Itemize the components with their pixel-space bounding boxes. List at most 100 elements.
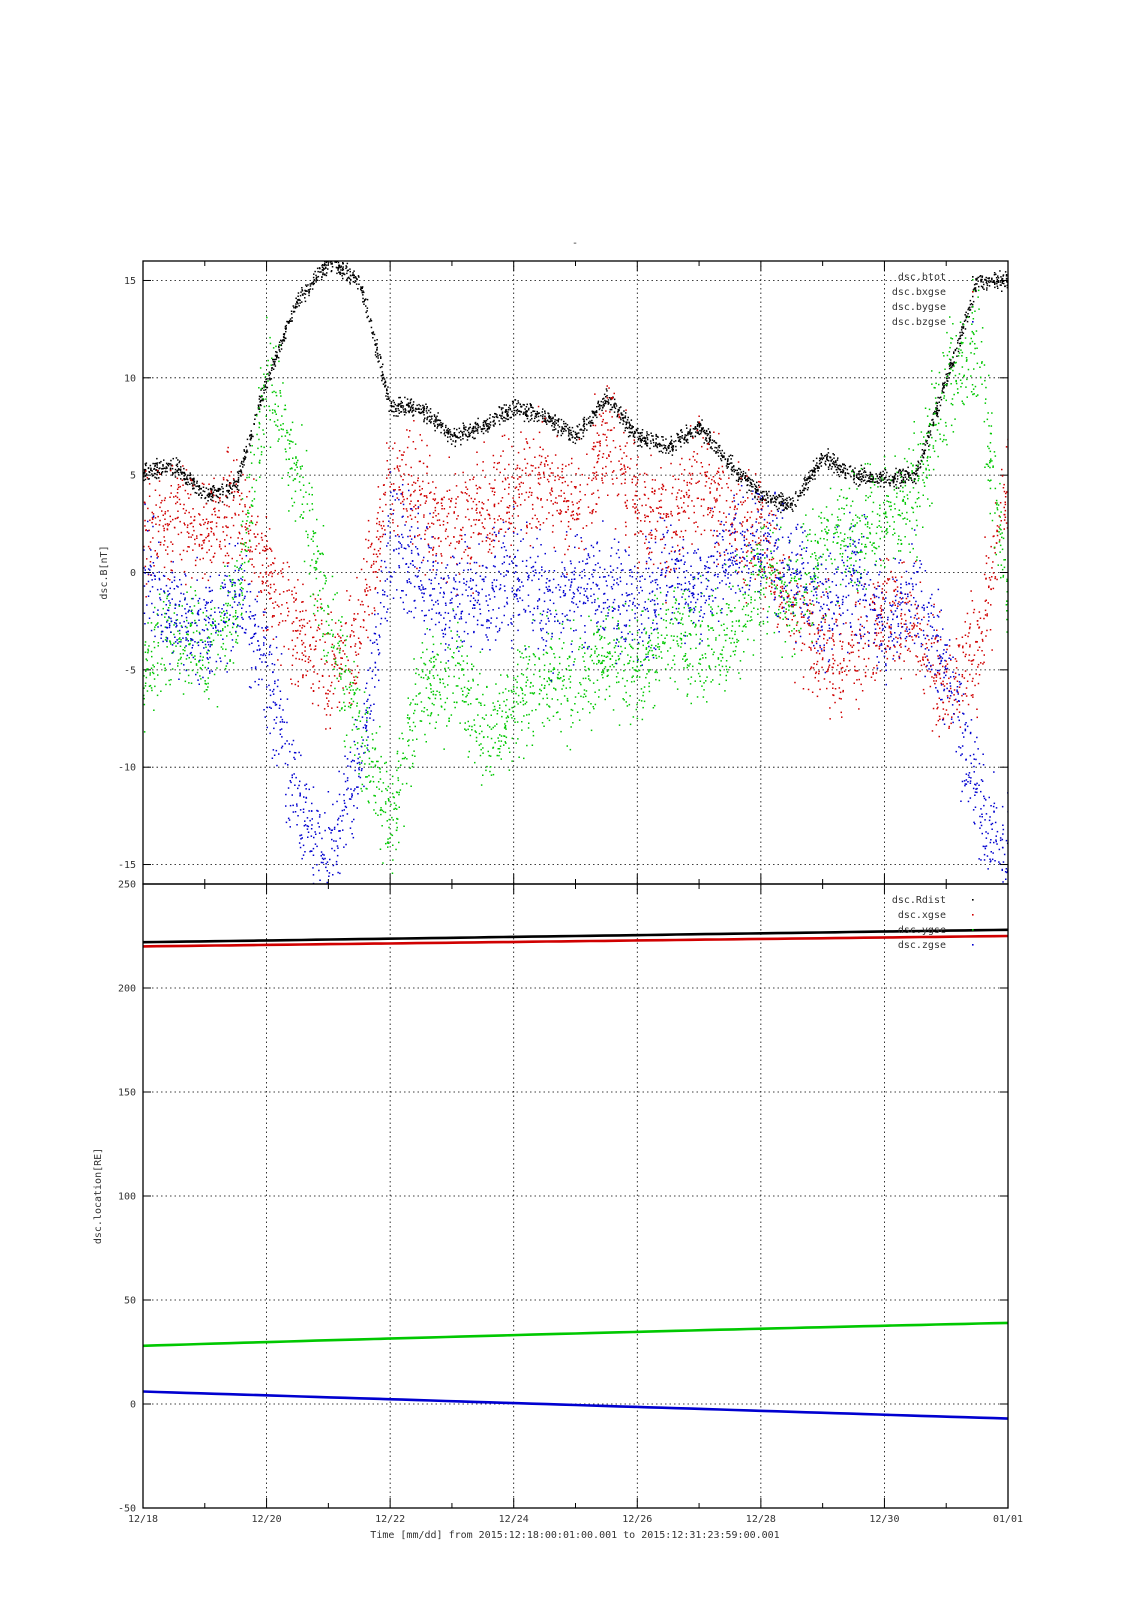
data-point	[677, 440, 680, 442]
data-point	[951, 366, 953, 368]
data-point	[333, 655, 336, 657]
data-point	[410, 398, 413, 400]
data-point	[707, 428, 710, 430]
data-point	[169, 467, 172, 470]
data-point	[485, 423, 487, 425]
data-point	[671, 536, 673, 539]
data-point	[807, 609, 809, 611]
data-point	[143, 475, 145, 478]
data-point	[619, 448, 622, 451]
data-point	[337, 267, 340, 270]
data-point	[422, 462, 425, 465]
data-point	[368, 614, 370, 616]
data-point	[716, 498, 718, 500]
data-point	[442, 422, 444, 425]
data-point	[339, 667, 341, 669]
data-point	[160, 460, 162, 463]
data-point	[143, 479, 145, 482]
data-point	[422, 404, 424, 407]
data-point	[144, 471, 146, 474]
data-point	[530, 411, 533, 414]
data-point	[360, 289, 363, 292]
data-point	[240, 470, 242, 473]
data-point	[945, 373, 947, 376]
data-point	[893, 476, 896, 479]
data-point	[369, 320, 372, 322]
data-point	[637, 567, 639, 569]
data-point	[734, 528, 736, 530]
data-point	[182, 508, 185, 510]
data-point	[528, 420, 530, 423]
data-point	[241, 463, 244, 466]
data-point	[982, 287, 984, 289]
data-point	[284, 327, 287, 330]
data-point	[748, 542, 750, 544]
data-point	[722, 470, 724, 473]
data-point	[436, 427, 438, 429]
data-point	[478, 486, 481, 488]
data-point	[558, 478, 560, 481]
data-point	[865, 482, 867, 484]
data-point	[876, 482, 879, 484]
data-point	[520, 405, 522, 408]
data-point	[684, 438, 686, 441]
data-point	[488, 483, 491, 485]
data-point	[189, 483, 191, 485]
data-point	[282, 575, 284, 578]
data-point	[591, 522, 593, 524]
data-point	[752, 556, 755, 558]
data-point	[917, 467, 919, 470]
data-point	[291, 590, 293, 592]
data-point	[419, 405, 422, 407]
data-point	[737, 571, 740, 573]
data-point	[845, 477, 847, 480]
data-point	[961, 327, 963, 329]
data-point	[177, 484, 180, 486]
data-point	[542, 414, 544, 416]
data-point	[435, 418, 437, 420]
data-point	[579, 499, 582, 501]
data-point	[447, 427, 449, 430]
data-point	[243, 459, 245, 461]
data-point	[616, 414, 619, 417]
data-point	[770, 590, 772, 593]
data-point	[662, 447, 665, 450]
data-point	[640, 530, 643, 533]
data-point	[469, 432, 472, 435]
data-point	[687, 432, 689, 435]
data-point	[147, 467, 150, 470]
data-point	[248, 443, 251, 445]
data-point	[262, 629, 265, 632]
data-point	[567, 427, 569, 430]
data-point	[244, 456, 247, 459]
data-point	[793, 604, 796, 606]
data-point	[152, 462, 154, 465]
data-point	[319, 271, 321, 273]
data-point	[453, 511, 455, 513]
data-point	[550, 472, 553, 474]
data-point	[996, 282, 998, 285]
data-point	[363, 619, 365, 622]
data-point	[793, 648, 795, 650]
data-point	[836, 466, 839, 469]
data-point	[428, 415, 431, 418]
data-point	[552, 417, 554, 420]
data-point	[468, 428, 470, 430]
data-point	[551, 418, 553, 420]
data-point	[739, 473, 741, 476]
data-point	[687, 431, 689, 433]
data-point	[630, 458, 632, 460]
data-point	[599, 442, 601, 445]
data-point	[453, 432, 456, 434]
data-point	[336, 664, 339, 666]
data-point	[225, 495, 227, 498]
data-point	[263, 389, 265, 391]
data-point	[539, 477, 542, 479]
data-point	[441, 508, 443, 510]
data-point	[434, 537, 436, 540]
data-point	[456, 428, 458, 431]
data-point	[333, 666, 336, 668]
data-point	[207, 533, 210, 535]
data-point	[893, 475, 896, 477]
data-point	[988, 277, 991, 279]
